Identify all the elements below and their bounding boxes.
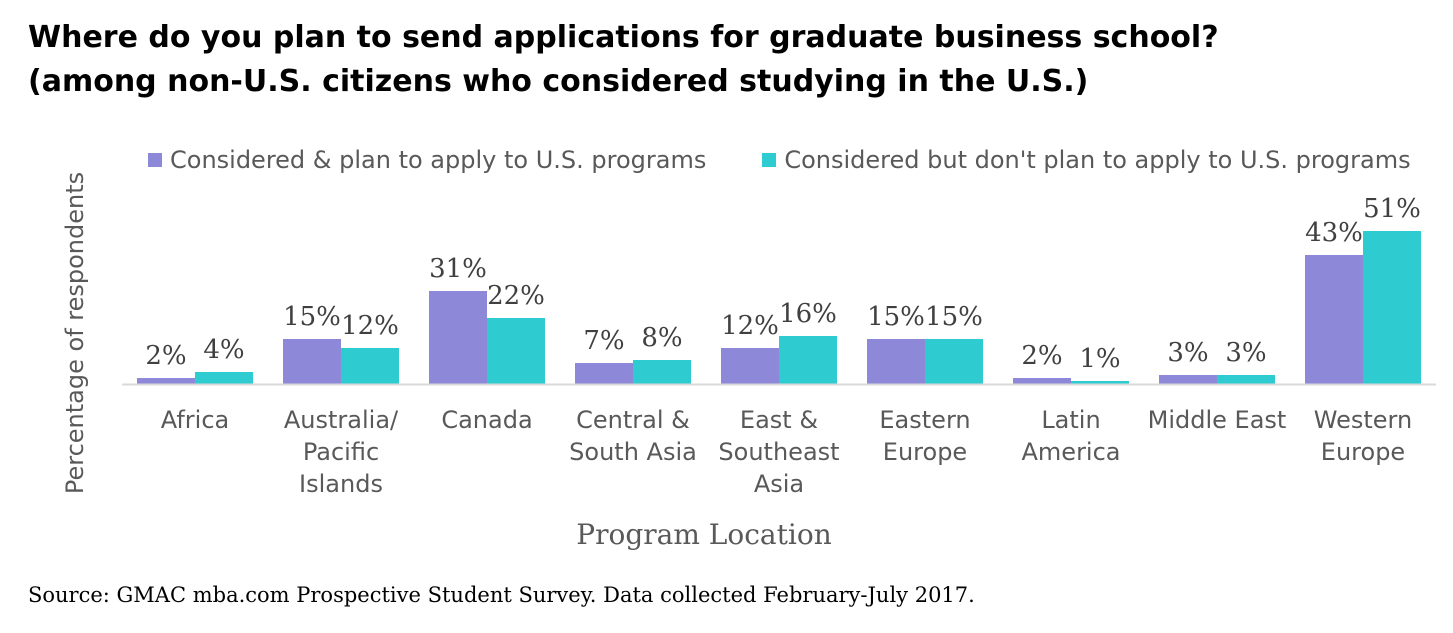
category-label-1-line-1: Pacific — [303, 438, 379, 466]
legend-label-dont-plan-to-apply: Considered but don't plan to apply to U.… — [784, 146, 1411, 174]
data-label-plan-4: 12% — [721, 311, 779, 341]
category-label-8-line-1: Europe — [1321, 438, 1405, 466]
bar-dont-plan-8 — [1363, 231, 1421, 384]
data-label-dont-plan-1: 12% — [341, 311, 399, 341]
bar-dont-plan-6 — [1071, 381, 1129, 384]
category-label-4-line-0: East & — [740, 406, 818, 434]
chart-legend: Considered & plan to apply to U.S. progr… — [148, 146, 1411, 174]
legend-item-dont-plan-to-apply: Considered but don't plan to apply to U.… — [762, 146, 1411, 174]
category-label-1-line-0: Australia/ — [284, 406, 399, 434]
bar-plan-4 — [721, 348, 779, 384]
data-label-dont-plan-7: 3% — [1225, 338, 1266, 368]
category-label-3-line-0: Central & — [576, 406, 690, 434]
bar-plan-8 — [1305, 255, 1363, 384]
data-label-dont-plan-5: 15% — [925, 302, 983, 332]
category-label-7-line-0: Middle East — [1148, 406, 1287, 434]
bar-plan-2 — [429, 291, 487, 384]
category-label-4-line-2: Asia — [754, 470, 804, 498]
bar-dont-plan-7 — [1217, 375, 1275, 384]
data-label-plan-2: 31% — [429, 254, 487, 284]
category-label-5-line-0: Eastern — [879, 406, 970, 434]
category-label-8-line-0: Western — [1314, 406, 1412, 434]
bar-dont-plan-0 — [195, 372, 253, 384]
legend-item-plan-to-apply: Considered & plan to apply to U.S. progr… — [148, 146, 706, 174]
category-label-3-line-1: South Asia — [569, 438, 697, 466]
data-label-dont-plan-0: 4% — [203, 335, 244, 365]
bar-plan-6 — [1013, 378, 1071, 384]
bar-dont-plan-4 — [779, 336, 837, 384]
bar-dont-plan-3 — [633, 360, 691, 384]
chart-title-line-1: Where do you plan to send applications f… — [28, 20, 1219, 55]
bar-plan-1 — [283, 339, 341, 384]
bar-plan-5 — [867, 339, 925, 384]
chart-title: Where do you plan to send applications f… — [28, 16, 1428, 104]
category-label-1-line-2: Islands — [299, 470, 383, 498]
x-axis-label: Program Location — [576, 518, 832, 551]
data-label-dont-plan-8: 51% — [1363, 194, 1421, 224]
bar-dont-plan-5 — [925, 339, 983, 384]
category-label-4-line-1: Southeast — [718, 438, 839, 466]
data-label-plan-1: 15% — [283, 302, 341, 332]
data-label-plan-7: 3% — [1167, 338, 1208, 368]
data-label-plan-6: 2% — [1021, 341, 1062, 371]
category-label-2-line-0: Canada — [441, 406, 532, 434]
bar-plan-3 — [575, 363, 633, 384]
bar-plan-0 — [137, 378, 195, 384]
category-label-0-line-0: Africa — [161, 406, 229, 434]
chart-title-line-2: (among non-U.S. citizens who considered … — [28, 64, 1089, 99]
data-label-plan-8: 43% — [1305, 218, 1363, 248]
category-label-6-line-1: America — [1022, 438, 1121, 466]
data-label-plan-3: 7% — [583, 326, 624, 356]
legend-swatch-dont-plan-to-apply — [762, 153, 777, 167]
legend-label-plan-to-apply: Considered & plan to apply to U.S. progr… — [170, 146, 707, 174]
data-label-plan-0: 2% — [145, 341, 186, 371]
category-label-6-line-0: Latin — [1041, 406, 1100, 434]
bar-dont-plan-2 — [487, 318, 545, 384]
data-label-dont-plan-6: 1% — [1079, 344, 1120, 374]
bar-dont-plan-1 — [341, 348, 399, 384]
data-label-dont-plan-4: 16% — [779, 299, 837, 329]
data-label-plan-5: 15% — [867, 302, 925, 332]
category-label-5-line-1: Europe — [883, 438, 967, 466]
legend-swatch-plan-to-apply — [148, 153, 162, 167]
data-label-dont-plan-2: 22% — [487, 281, 545, 311]
data-label-dont-plan-3: 8% — [641, 323, 682, 353]
source-note: Source: GMAC mba.com Prospective Student… — [28, 583, 975, 607]
bar-plan-7 — [1159, 375, 1217, 384]
